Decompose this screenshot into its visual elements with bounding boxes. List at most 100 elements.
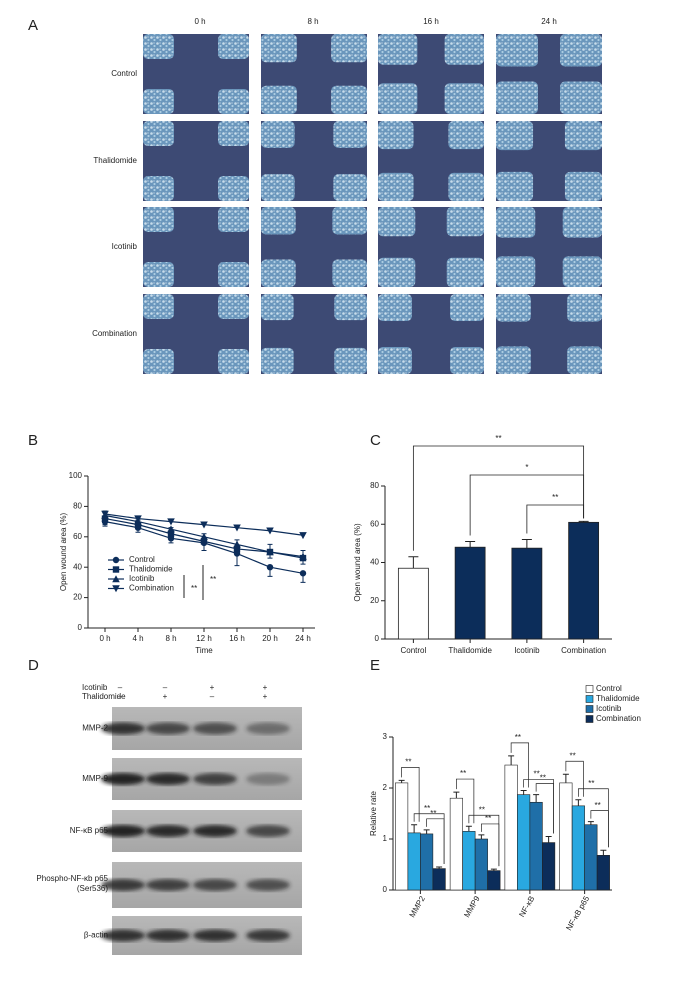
significance-label: ** <box>570 751 576 760</box>
wound-image <box>496 121 602 201</box>
cell-region <box>261 174 295 201</box>
blot-band <box>193 825 237 837</box>
legend-marker <box>112 556 120 564</box>
bar <box>596 855 610 891</box>
panel-letter: B <box>28 432 38 449</box>
row-label: Control <box>111 69 137 78</box>
cell-region <box>218 207 249 232</box>
y-tick-label: 80 <box>370 481 379 490</box>
cell-region <box>143 121 174 146</box>
cell-region <box>567 346 602 374</box>
cell-region <box>261 85 297 114</box>
legend-swatch <box>585 705 594 713</box>
y-tick-label: 60 <box>73 532 82 541</box>
bar <box>542 842 556 891</box>
error-bar <box>562 773 569 783</box>
significance-bracket <box>526 504 585 534</box>
blot-band <box>101 825 145 837</box>
error-bar <box>520 790 527 795</box>
x-tick-label: Icotinib <box>514 646 540 655</box>
wound-image <box>378 207 484 287</box>
cell-region <box>331 34 367 63</box>
blot-band <box>146 879 190 891</box>
cell-region <box>333 174 367 201</box>
legend-swatch <box>585 685 594 693</box>
x-tick-label: NF-κB p65 <box>564 894 591 932</box>
y-tick-label: 80 <box>73 502 82 511</box>
significance-label: ** <box>191 584 197 593</box>
significance-label: ** <box>595 801 601 810</box>
significance-label: * <box>525 463 528 472</box>
cell-region <box>496 256 536 287</box>
marker <box>200 533 208 540</box>
blot-band <box>146 773 190 785</box>
cell-region <box>261 259 296 287</box>
wound-image <box>496 294 602 374</box>
blot-band <box>246 722 290 735</box>
band-label: MMP-2 <box>82 724 108 733</box>
cell-region <box>378 34 418 65</box>
cell-region <box>143 294 174 319</box>
significance-label: ** <box>495 434 501 443</box>
bar <box>559 782 573 891</box>
significance-label: ** <box>534 770 540 779</box>
wound-image <box>378 294 484 374</box>
wound-image <box>261 294 367 374</box>
y-tick-label: 2 <box>383 783 388 792</box>
panel-letter: D <box>28 657 39 674</box>
row-label: Combination <box>92 329 137 338</box>
condition-label: Icotinib <box>82 683 108 692</box>
blot-band <box>246 929 290 942</box>
legend-label: Combination <box>129 584 174 593</box>
condition-sign: – <box>210 692 215 701</box>
bar <box>397 567 429 640</box>
error-bar <box>575 799 582 806</box>
column-label: 24 h <box>541 17 557 26</box>
cell-region <box>496 207 536 238</box>
legend-marker <box>112 575 120 583</box>
blot-band <box>193 929 237 942</box>
legend-label: Control <box>129 555 155 564</box>
blot <box>101 707 302 750</box>
y-axis-label: Open wound area (%) <box>59 513 68 592</box>
marker <box>266 527 274 535</box>
y-tick-label: 20 <box>370 596 379 605</box>
significance-label: ** <box>515 733 521 742</box>
condition-sign: + <box>263 692 268 701</box>
wound-image <box>143 34 249 114</box>
y-tick-label: 3 <box>383 732 388 741</box>
marker <box>134 515 142 523</box>
cell-region <box>496 171 534 201</box>
marker <box>233 524 241 532</box>
cell-region <box>261 207 296 235</box>
x-axis-label: Time <box>195 646 213 655</box>
error-bar <box>408 556 419 569</box>
significance-label: ** <box>430 809 436 818</box>
cell-region <box>143 349 174 374</box>
marker <box>266 564 274 571</box>
condition-sign: – <box>163 683 168 692</box>
cell-region <box>143 34 174 59</box>
column-label: 0 h <box>194 17 205 26</box>
cell-region <box>143 176 174 201</box>
x-tick-label: Thalidomide <box>448 646 492 655</box>
cell-region <box>567 294 602 322</box>
significance-label: ** <box>479 805 485 814</box>
significance-bracket <box>456 778 475 824</box>
cell-region <box>378 347 412 374</box>
blot <box>101 810 302 852</box>
significance-label: ** <box>424 804 430 813</box>
band-label: MMP-9 <box>82 774 108 783</box>
blot-band <box>246 825 290 837</box>
significance-bracket <box>510 742 529 788</box>
significance-label: ** <box>588 779 594 788</box>
cell-region <box>450 347 484 374</box>
significance-label: ** <box>540 774 546 783</box>
x-tick-label: 16 h <box>229 634 245 643</box>
legend-swatch <box>585 695 594 703</box>
bar <box>571 805 585 891</box>
bar <box>449 797 463 891</box>
wound-image <box>261 34 367 114</box>
cell-region <box>334 294 367 321</box>
